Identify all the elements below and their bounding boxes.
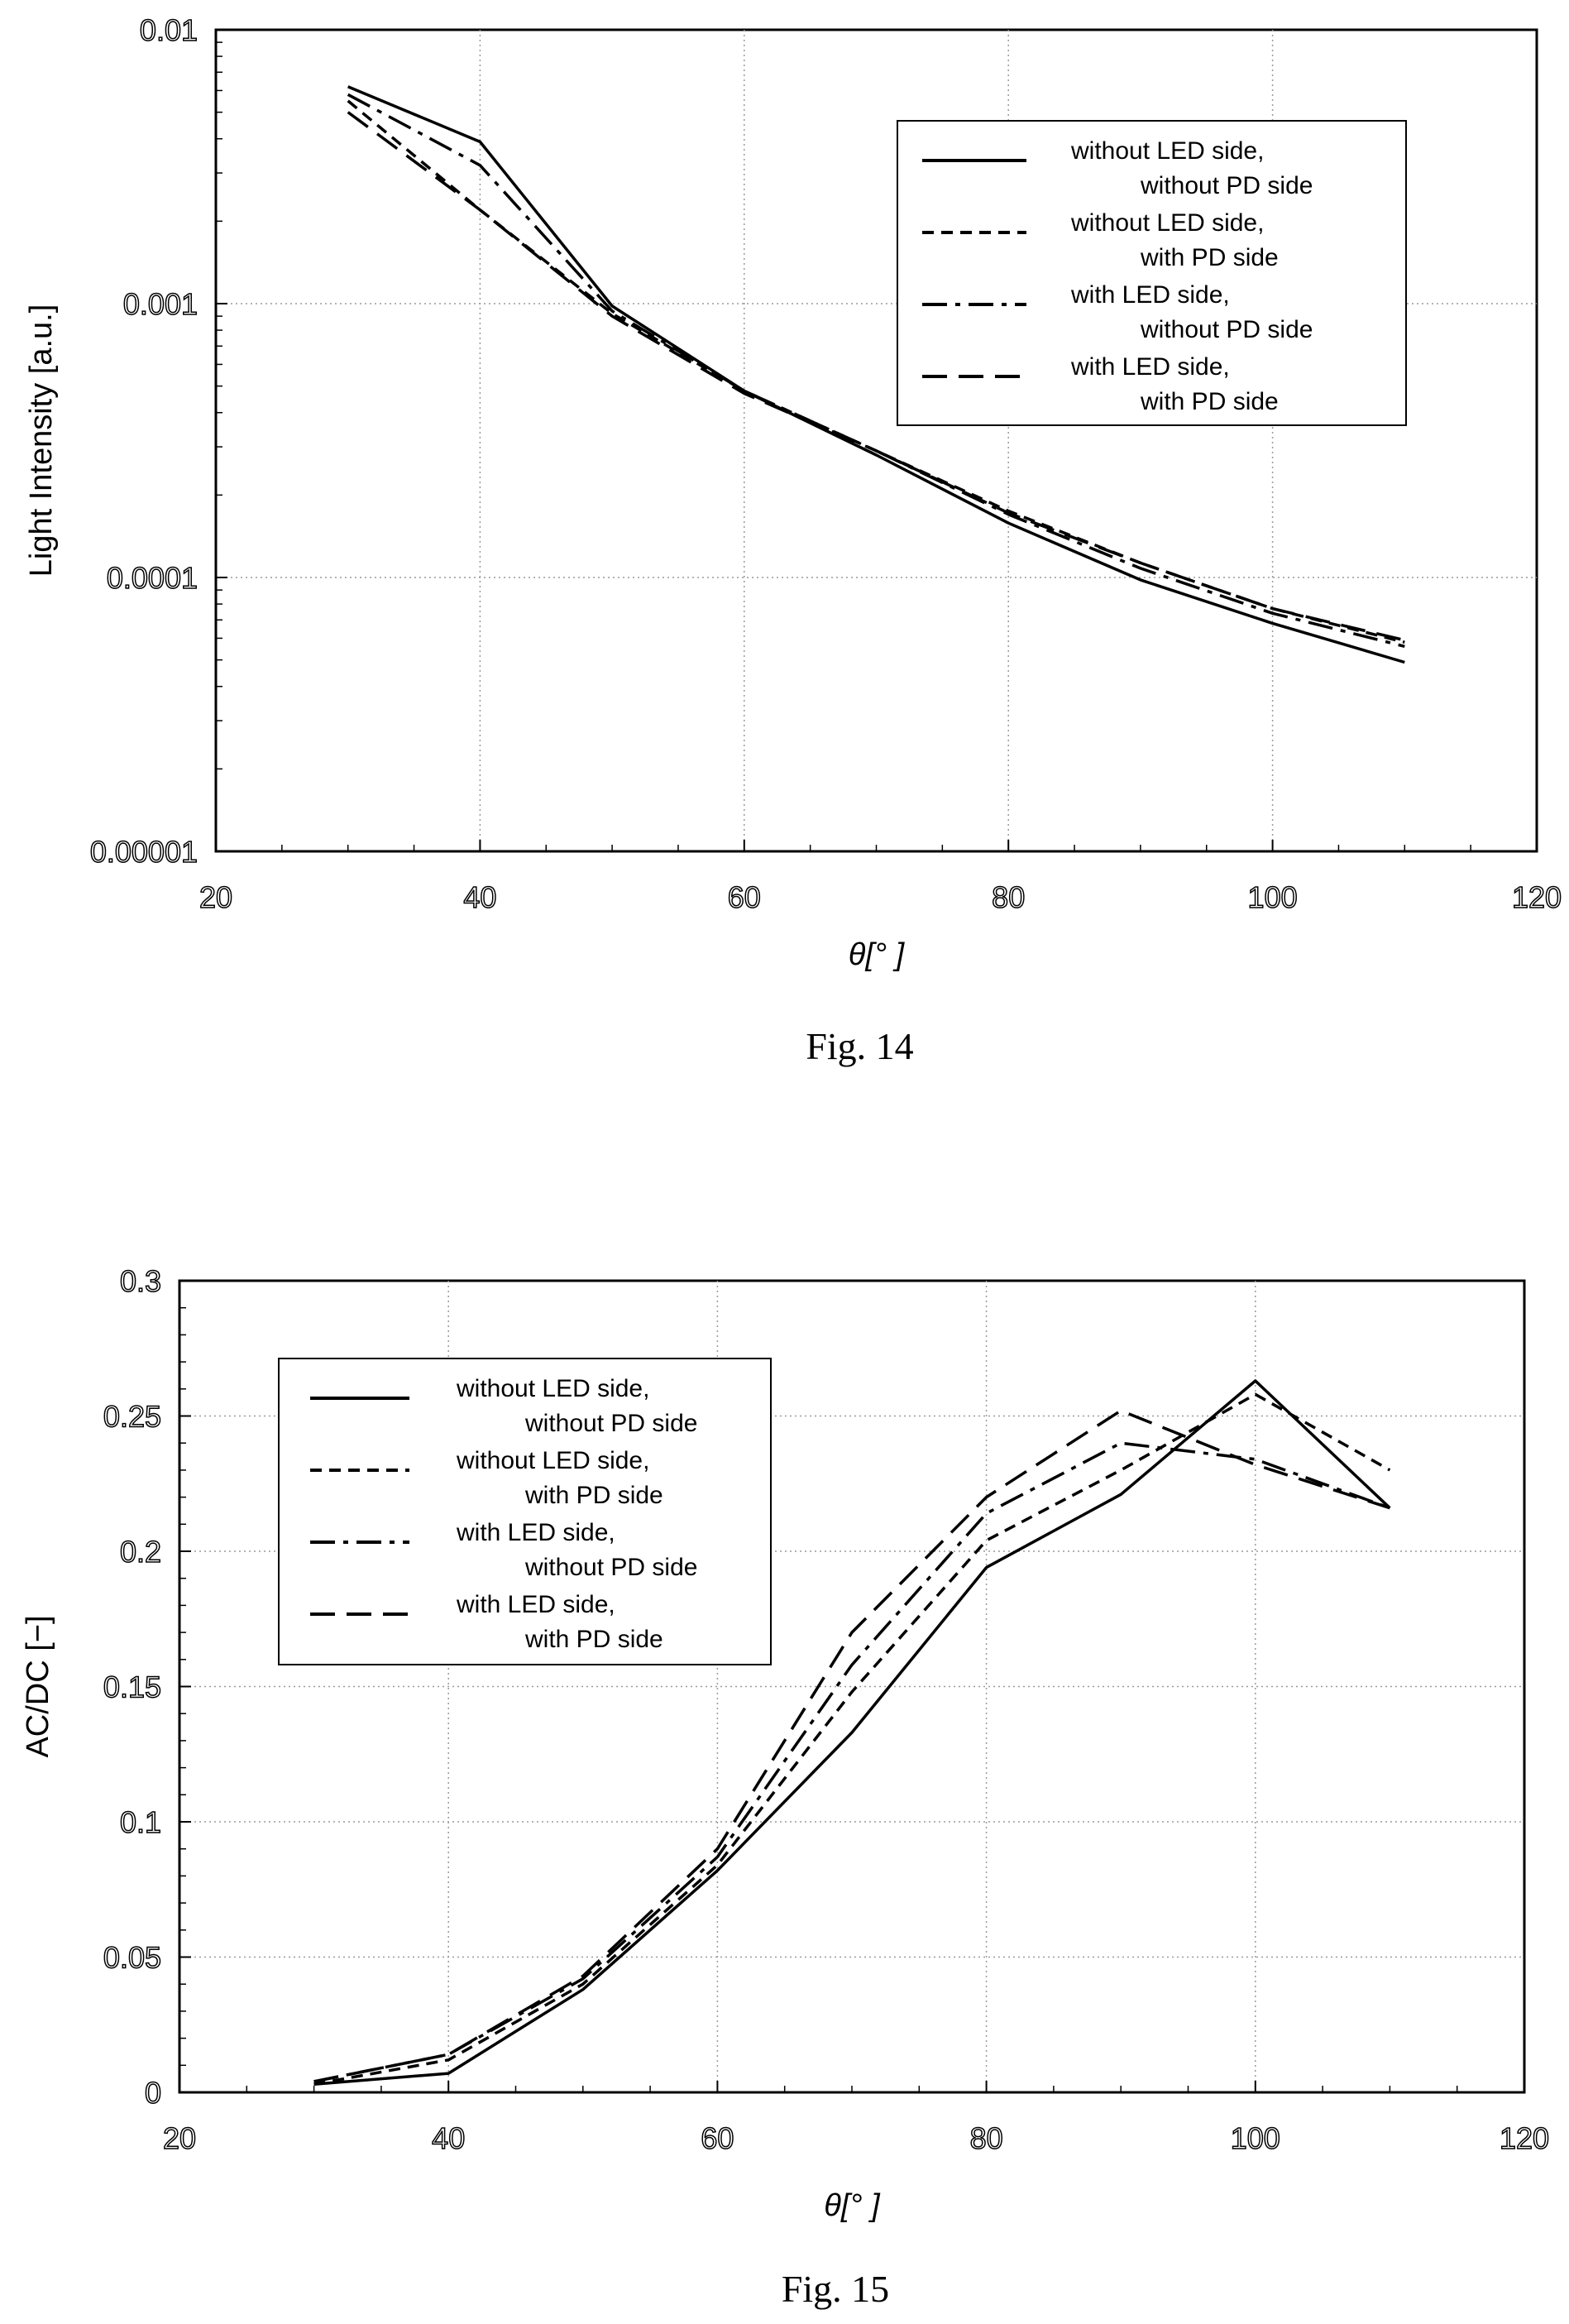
fig15-y-tick-label: 0.1 bbox=[120, 1805, 161, 1839]
fig15-x-tick-label: 60 bbox=[701, 2121, 734, 2155]
chart-light-intensity: 20 40 60 80 100 120 0.01 0.001 0.0001 0.00001 θ[° … bbox=[24, 12, 1562, 1067]
fig14-legend-label-2-line1: without LED side, bbox=[1070, 209, 1264, 237]
fig15-x-tick-label: 100 bbox=[1231, 2121, 1280, 2155]
fig15-legend-label-4-line1: with LED side, bbox=[456, 1591, 615, 1618]
fig15-series-line-4 bbox=[313, 1409, 1390, 2083]
fig14-x-axis-label: θ[° ] bbox=[849, 937, 906, 972]
fig15-y-tick-label: 0.2 bbox=[120, 1535, 161, 1569]
fig14-y-tick-label: 0.01 bbox=[140, 13, 198, 47]
chart-ac-dc: 20 40 60 80 100 120 0 0.05 0.1 0.15 0.2 0.25 0.3 θ[° … bbox=[21, 1263, 1550, 2310]
fig15-legend-label-2-line1: without LED side, bbox=[456, 1447, 649, 1474]
fig14-y-tick-label: 0.00001 bbox=[90, 835, 198, 869]
fig15-legend-label-2-line2: with PD side bbox=[524, 1482, 663, 1509]
fig14-series-line-4 bbox=[347, 111, 1405, 642]
fig14-legend-label-4-line2: with PD side bbox=[1140, 388, 1279, 415]
fig15-y-axis-label: AC/DC [−] bbox=[21, 1615, 55, 1757]
fig15-x-tick-label: 120 bbox=[1500, 2121, 1549, 2155]
fig14-x-tick-label: 120 bbox=[1512, 880, 1562, 914]
fig14-legend-label-2-line2: with PD side bbox=[1140, 244, 1279, 271]
fig15-y-tick-label: 0.25 bbox=[103, 1400, 161, 1434]
fig15-series-line-2 bbox=[313, 1392, 1391, 2086]
fig15-caption: Fig. 15 bbox=[782, 2268, 889, 2310]
fig14-x-tick-label: 40 bbox=[463, 880, 496, 914]
fig15-x-tick-label: 20 bbox=[163, 2121, 196, 2155]
fig14-legend-label-1-line2: without PD side bbox=[1140, 172, 1313, 199]
fig15-y-tick-label: 0 bbox=[145, 2076, 161, 2110]
fig15-x-tick-label: 80 bbox=[970, 2121, 1003, 2155]
fig15-legend-label-4-line2: with PD side bbox=[524, 1626, 663, 1653]
fig14-x-tick-label: 100 bbox=[1248, 880, 1298, 914]
fig14-series-line-1 bbox=[347, 85, 1405, 664]
fig15-legend-label-1-line2: without PD side bbox=[524, 1410, 697, 1437]
fig15-y-tick-label: 0.3 bbox=[120, 1264, 161, 1298]
fig14-x-tick-label: 60 bbox=[728, 880, 761, 914]
fig14-legend-box bbox=[897, 120, 1407, 426]
fig14-y-tick-label: 0.0001 bbox=[107, 561, 198, 595]
fig15-y-tick-label: 0.15 bbox=[103, 1670, 161, 1704]
fig15-x-axis-label: θ[° ] bbox=[824, 2188, 881, 2223]
fig14-legend-label-1-line1: without LED side, bbox=[1070, 137, 1264, 165]
fig14-y-axis-label: Light Intensity [a.u.] bbox=[24, 304, 59, 577]
fig14-y-tick-label: 0.001 bbox=[123, 287, 198, 321]
fig15-legend-label-3-line1: with LED side, bbox=[456, 1519, 615, 1546]
fig15-x-tick-label: 40 bbox=[432, 2121, 465, 2155]
fig14-series-line-3 bbox=[347, 93, 1405, 648]
fig15-legend-box bbox=[278, 1358, 772, 1665]
fig14-x-tick-label: 80 bbox=[992, 880, 1025, 914]
fig15-legend-label-3-line2: without PD side bbox=[524, 1554, 697, 1581]
fig15-legend-label-1-line1: without LED side, bbox=[456, 1375, 649, 1402]
fig14-x-tick-label: 20 bbox=[199, 880, 232, 914]
fig14-legend-label-3-line2: without PD side bbox=[1140, 316, 1313, 343]
fig14-legend-label-4-line1: with LED side, bbox=[1070, 353, 1230, 381]
fig14-caption: Fig. 14 bbox=[806, 1025, 913, 1067]
fig14-legend-label-3-line1: with LED side, bbox=[1070, 281, 1230, 309]
fig15-y-tick-label: 0.05 bbox=[103, 1941, 161, 1975]
